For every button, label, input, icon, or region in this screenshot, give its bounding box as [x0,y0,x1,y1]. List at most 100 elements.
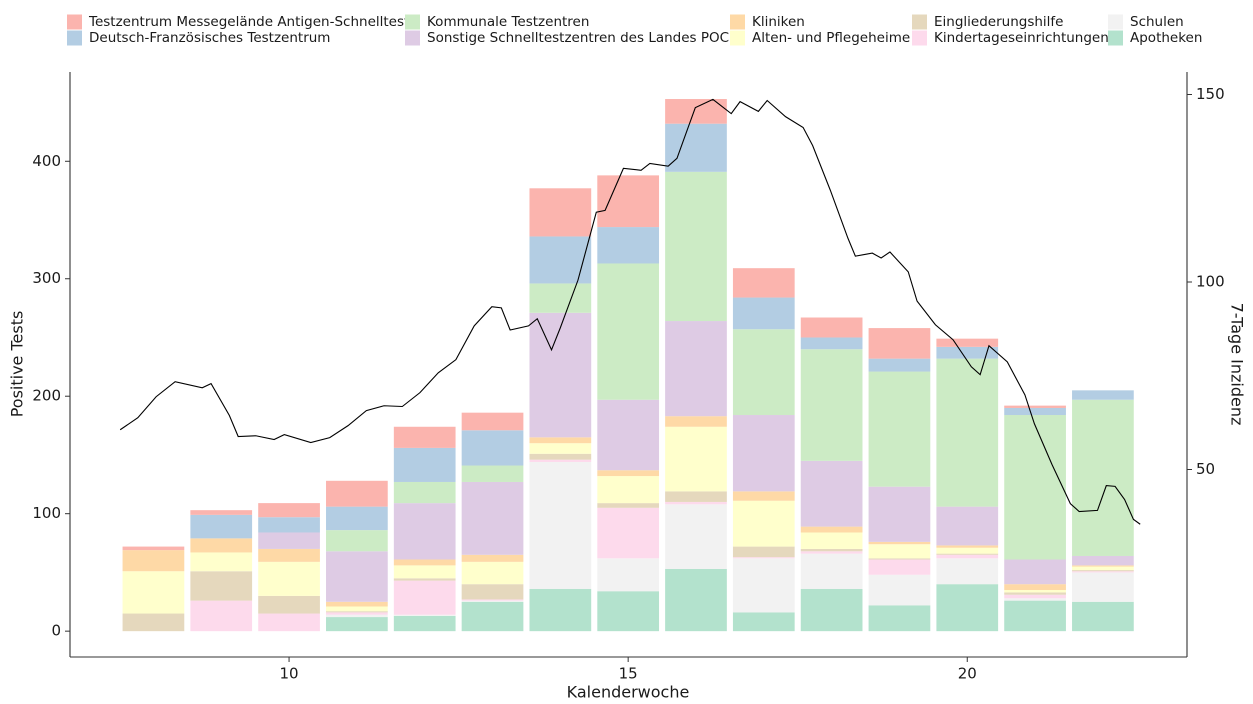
legend-label: Sonstige Schnelltestzentren des Landes P… [427,30,729,46]
bar-segment [190,571,253,601]
bar-segment [665,501,727,505]
bar-segment [190,514,253,539]
bar-segment [800,317,863,338]
bar-segment [461,412,524,431]
legend-swatch [67,30,82,46]
legend-label: Deutsch-Französisches Testzentrum [89,30,330,46]
bar-segment [936,584,999,632]
bar-segment [529,312,592,438]
bar-segment [258,503,320,518]
bar-segment [393,615,456,632]
bar-segment [461,599,524,601]
bar-segment [190,600,253,632]
bar-segment [461,584,524,600]
bar-segment [936,558,999,585]
incidence-line [119,98,1141,525]
bar-segment [529,459,592,462]
bar-segment [461,601,524,632]
bar-segment [665,416,727,427]
bar-segment [461,430,524,466]
bar-segment [1072,555,1134,566]
bar-segment [1004,415,1066,560]
bar-segment [868,371,931,487]
bar-segment [1072,399,1134,556]
bar-segment [393,578,456,581]
bar-segment [665,123,727,172]
bar-segment [597,476,660,504]
bar-segment [732,491,795,501]
bar-segment [732,268,795,298]
bar-segment [258,517,320,533]
legend-label: Alten- und Pflegeheime [752,30,910,46]
bar-segment [190,552,253,572]
bar-segment [393,447,456,482]
bar-segment [665,491,727,502]
bar-segment [326,506,388,531]
bar-segment [326,614,388,618]
bar-segment [326,551,388,602]
legend-swatch [405,30,420,46]
bar-segment [1072,601,1134,632]
bar-segment [597,227,660,264]
legend-label: Kommunale Testzentren [427,14,589,30]
y2-axis-label: 7-Tage Inzidenz [1228,303,1247,426]
bar-segment [529,462,592,589]
bar-segment [597,175,660,228]
legend-swatch [730,14,745,30]
y2-tick-label: 100 [1196,273,1225,291]
bar-segment [326,606,388,612]
bar-segment [936,358,999,507]
bar-segment [393,559,456,566]
bar-segment [732,329,795,416]
bar-segment [393,481,456,504]
y2-tick-label: 150 [1196,85,1225,103]
bar-segment [326,601,388,607]
bar-segment [258,548,320,562]
x-axis-label: Kalenderwoche [567,683,690,702]
legend-label: Apotheken [1130,30,1202,46]
bar-segment [868,358,931,372]
legend-swatch [912,30,927,46]
y-tick-label: 100 [32,504,61,522]
bar-segment [258,613,320,632]
bar-segment [936,554,999,559]
y2-tick-label: 50 [1196,460,1215,478]
bar-segment [868,541,931,545]
bar-segment [800,349,863,461]
bar-segment [732,546,795,558]
bar-segment [800,526,863,533]
bar-segment [936,346,999,359]
bar-segment [122,546,185,551]
bar-segment [461,554,524,562]
bar-segment [258,532,320,549]
bar-segment [461,600,524,602]
bar-segment [1004,594,1066,599]
bar-segment [529,283,592,313]
bar-segment [326,480,388,507]
legend-swatch [67,14,82,30]
bar-segment [461,481,524,555]
bar-segment [732,297,795,330]
x-tick-label: 20 [958,665,977,683]
bar-segment [1004,600,1066,632]
legend-label: Kliniken [752,14,805,30]
bar-segment [732,557,795,559]
bar-segment [868,574,931,606]
bar-segment [800,337,863,350]
bar-segment [936,338,999,347]
x-tick-label: 10 [280,665,299,683]
bar-segment [1004,405,1066,408]
bar-segment [1072,566,1134,571]
bar-segment [597,558,660,592]
bar-segment [258,561,320,596]
bar-segment [122,550,185,572]
bar-segment [597,591,660,632]
bar-segment [868,558,931,560]
legend-label: Testzentrum Messegelände Antigen-Schnell… [88,14,409,30]
bar-segment [258,595,320,614]
bar-segment [732,415,795,492]
bar-segment [190,510,253,515]
legend-swatch [1108,30,1123,46]
legend-swatch [405,14,420,30]
x-tick-label: 15 [619,665,638,683]
